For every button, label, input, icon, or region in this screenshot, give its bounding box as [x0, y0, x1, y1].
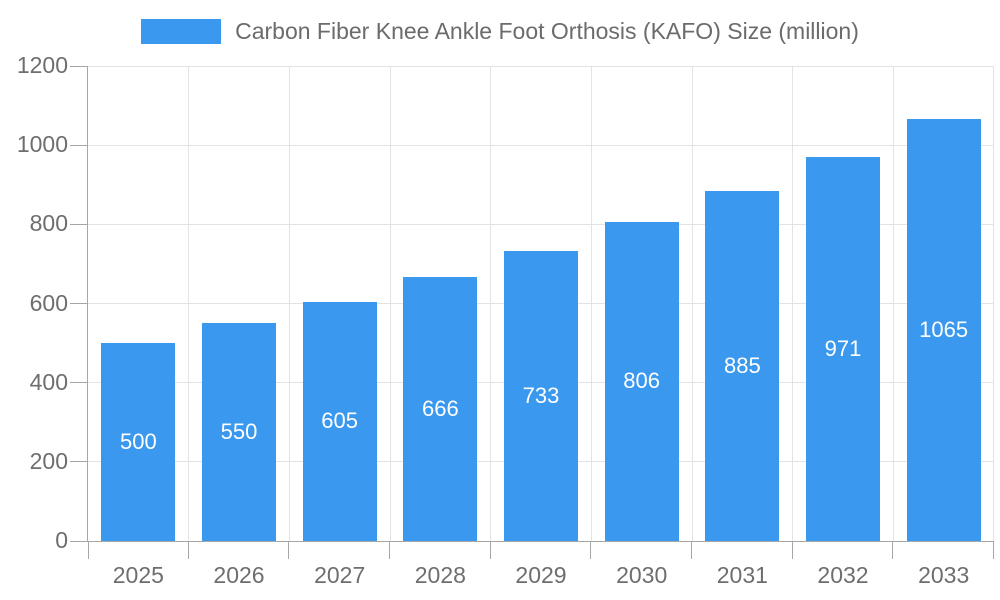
x-axis-tick — [489, 542, 491, 559]
bar[interactable]: 605 — [302, 301, 377, 541]
y-axis-tick — [70, 223, 88, 225]
bar-value-label: 806 — [623, 368, 661, 394]
x-axis-tick — [590, 542, 592, 559]
gridline-vertical — [288, 66, 290, 541]
bar-value-label: 1065 — [919, 317, 969, 343]
y-axis-tick — [70, 303, 88, 304]
x-axis-label: 2025 — [112, 562, 164, 588]
x-axis-label: 2028 — [414, 562, 466, 588]
gridline-horizontal — [88, 144, 994, 146]
x-axis-label: 2029 — [515, 562, 567, 588]
bar[interactable]: 971 — [806, 156, 880, 541]
y-axis-label: 1000 — [16, 131, 68, 158]
x-axis-label: 2033 — [918, 562, 970, 588]
bar-value-label: 733 — [522, 382, 560, 408]
y-axis-label: 0 — [55, 526, 68, 553]
x-axis-tick — [288, 542, 290, 559]
gridline-vertical — [590, 66, 592, 541]
y-axis-tick — [70, 382, 88, 384]
y-axis-label: 200 — [29, 447, 68, 474]
x-axis-label: 2032 — [817, 562, 869, 588]
bar[interactable]: 500 — [101, 343, 176, 541]
legend-swatch-icon — [141, 19, 222, 44]
bar-value-label: 885 — [723, 352, 761, 378]
y-axis-tick — [70, 461, 88, 463]
legend-label: Carbon Fiber Knee Ankle Foot Orthosis (K… — [235, 18, 859, 44]
gridline-vertical — [792, 66, 794, 541]
gridline-vertical — [892, 66, 894, 541]
bar-value-label: 605 — [321, 408, 359, 434]
gridline-horizontal — [88, 223, 994, 225]
x-axis-label: 2030 — [616, 562, 668, 588]
y-axis-tick — [70, 540, 88, 542]
gridline-vertical — [389, 66, 391, 541]
bar[interactable]: 666 — [403, 277, 478, 541]
bar-value-label: 550 — [220, 419, 258, 445]
x-axis-label: 2026 — [213, 562, 265, 588]
bar[interactable]: 885 — [705, 190, 780, 541]
x-axis-tick — [993, 542, 994, 559]
y-axis-label: 400 — [29, 368, 68, 395]
bar-value-label: 500 — [119, 429, 157, 455]
gridline-vertical — [993, 66, 994, 541]
x-axis-tick — [892, 542, 894, 559]
y-axis-label: 600 — [29, 289, 68, 316]
bar[interactable]: 550 — [202, 323, 276, 541]
gridline-vertical — [188, 66, 190, 541]
gridline-vertical — [691, 66, 693, 541]
y-axis-tick — [70, 66, 88, 67]
bar-value-label: 666 — [421, 396, 459, 422]
legend[interactable]: Carbon Fiber Knee Ankle Foot Orthosis (K… — [0, 18, 1000, 45]
x-axis-tick — [187, 542, 189, 559]
bar-value-label: 971 — [824, 335, 862, 361]
bar[interactable]: 806 — [604, 221, 679, 541]
x-axis-tick — [691, 542, 692, 559]
x-axis-label: 2031 — [716, 562, 768, 588]
bar[interactable]: 733 — [504, 250, 578, 541]
plot-area: 0 200 400 600 800 1000 1200 500 2025 550 2026 605 20… — [17, 52, 994, 588]
x-axis-tick — [791, 542, 793, 559]
y-axis-tick — [70, 144, 88, 146]
x-axis-label: 2027 — [314, 562, 366, 588]
gridline-horizontal — [88, 66, 994, 67]
bar[interactable]: 1065 — [906, 119, 981, 541]
x-axis-tick — [88, 542, 89, 559]
y-axis-label: 1200 — [16, 51, 68, 78]
y-axis-label: 800 — [29, 210, 68, 237]
gridline-vertical — [490, 66, 492, 541]
x-axis-tick — [389, 542, 390, 559]
